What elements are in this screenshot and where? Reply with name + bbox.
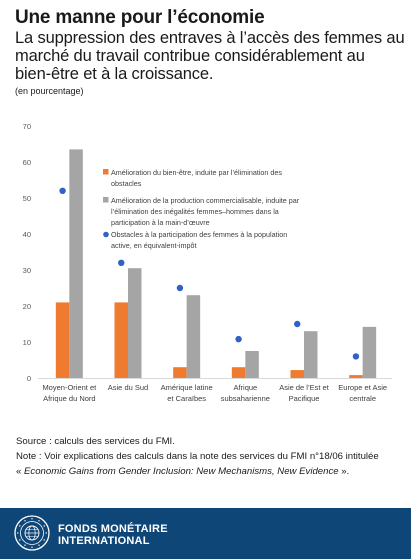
- chart-notes: Source : calculs des services du FMI. No…: [16, 434, 406, 479]
- legend-label-line: Amélioration de la production commercial…: [111, 196, 300, 205]
- x-category-label-line: Pacifique: [289, 394, 320, 403]
- x-category-label-line: et Caraïbes: [167, 394, 206, 403]
- reference-close: ».: [338, 466, 350, 477]
- bar-gray: [245, 351, 259, 378]
- legend-label-line: Amélioration du bien-être, induite par l…: [111, 168, 282, 177]
- bar-orange: [290, 370, 304, 378]
- x-category-label-line: centrale: [349, 394, 376, 403]
- legend-marker-gray: [103, 197, 109, 203]
- legend-label-line: active, en équivalent-impôt: [111, 241, 197, 250]
- imf-seal-logo: [14, 515, 50, 551]
- data-point-blue: [176, 284, 184, 292]
- legend-label-line: participation à la main-d’œuvre: [111, 218, 210, 227]
- legend-label-line: Obstacles à la participation des femmes …: [111, 230, 287, 239]
- source-note: Source : calculs des services du FMI.: [16, 436, 175, 447]
- legend-label-line: obstacles: [111, 179, 142, 188]
- y-tick-label: 40: [23, 230, 31, 239]
- bar-gray: [186, 295, 201, 378]
- legend-label: Amélioration de la production commercial…: [111, 196, 300, 227]
- legend-label: Amélioration du bien-être, induite par l…: [111, 168, 282, 188]
- bar-orange: [231, 367, 246, 378]
- bar-gray: [128, 268, 142, 378]
- bar-gray: [304, 331, 318, 378]
- bar-gray: [362, 326, 377, 378]
- y-tick-label: 10: [23, 338, 31, 347]
- bar-chart: 0 10 20 30 40 50 60 70 Moyen-Orient et Afrique du…: [23, 122, 392, 403]
- bar-orange: [349, 375, 363, 378]
- x-category-label-line: Amérique latine: [161, 383, 213, 392]
- organization-name: FONDS MONÉTAIRE INTERNATIONAL: [58, 523, 168, 547]
- x-category-label-line: Asie de l’Est et: [279, 383, 330, 392]
- x-category-label-line: Moyen-Orient et: [42, 383, 97, 392]
- x-category-label-line: Europe et Asie: [338, 383, 387, 392]
- reference-title: Economic Gains from Gender Inclusion: Ne…: [24, 466, 339, 477]
- y-tick-label: 60: [23, 158, 31, 167]
- x-category-label: Moyen-Orient et Afrique du Nord: [42, 383, 97, 403]
- x-category-label-line: Afrique: [233, 383, 257, 392]
- legend-marker-dot: [103, 231, 109, 238]
- footer-bar: FONDS MONÉTAIRE INTERNATIONAL: [0, 508, 411, 559]
- x-category-label: Asie de l’Est et Pacifique: [279, 383, 330, 403]
- bar-orange: [55, 302, 70, 378]
- bar-gray: [69, 149, 83, 378]
- x-category-label: Afrique subsaharienne: [221, 383, 270, 403]
- chart-header: Une manne pour l’économie La suppression…: [15, 7, 405, 97]
- reference-open: «: [16, 466, 25, 477]
- legend-marker-orange: [103, 169, 109, 175]
- y-tick-label: 70: [23, 122, 31, 131]
- bar-orange: [114, 302, 128, 378]
- x-category-label: Asie du Sud: [108, 383, 148, 392]
- data-point-blue: [235, 335, 242, 343]
- reference-note: « Economic Gains from Gender Inclusion: …: [16, 464, 406, 479]
- x-category-label: Amérique latine et Caraïbes: [161, 383, 213, 403]
- chart-title: Une manne pour l’économie: [15, 7, 265, 28]
- chart-subtitle: La suppression des entraves à l’accès de…: [15, 29, 405, 83]
- x-category-label: Europe et Asie centrale: [338, 383, 387, 403]
- data-point-blue: [59, 187, 66, 194]
- x-category-label-line: Asie du Sud: [108, 383, 148, 392]
- y-tick-label: 50: [23, 194, 31, 203]
- y-tick-label: 30: [23, 266, 31, 275]
- legend-label: Obstacles à la participation des femmes …: [111, 230, 287, 250]
- y-tick-label: 0: [27, 374, 31, 383]
- organization-name-line2: INTERNATIONAL: [58, 535, 150, 547]
- data-point-blue: [294, 320, 301, 328]
- y-tick-label: 20: [23, 302, 31, 311]
- x-category-label-line: Afrique du Nord: [43, 394, 96, 403]
- calculation-note: Note : Voir explications des calculs dan…: [16, 451, 379, 462]
- data-point-blue: [118, 259, 125, 266]
- organization-name-line1: FONDS MONÉTAIRE: [58, 523, 168, 535]
- unit-label: (en pourcentage): [15, 86, 84, 96]
- data-point-blue: [352, 353, 360, 360]
- bar-orange: [173, 367, 187, 378]
- x-category-label-line: subsaharienne: [221, 394, 270, 403]
- legend-label-line: l’élimination des inégalités femmes–homm…: [111, 207, 279, 216]
